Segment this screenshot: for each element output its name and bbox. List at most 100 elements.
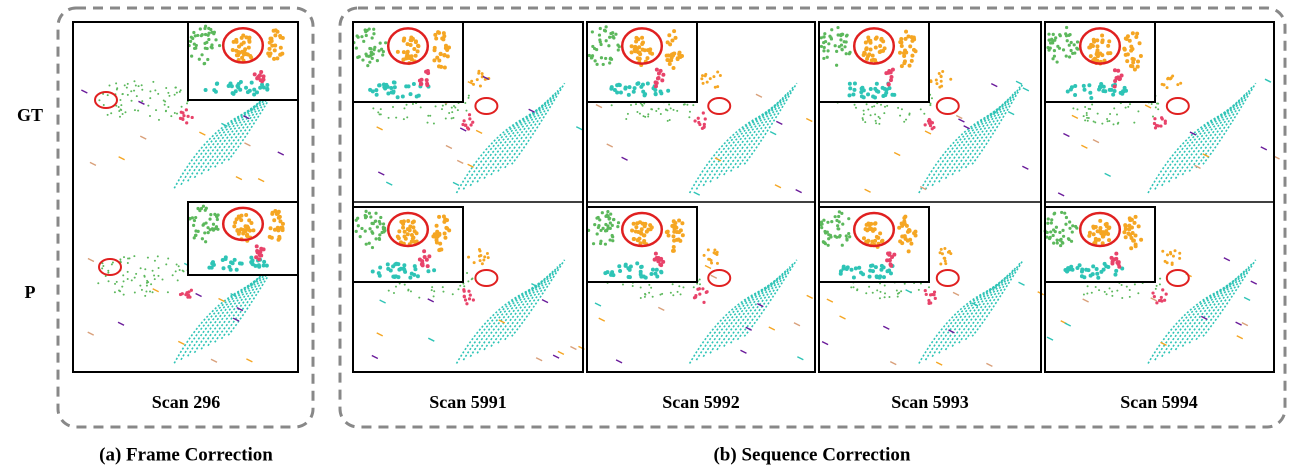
- scan-ring: [703, 280, 776, 357]
- point: [602, 63, 605, 66]
- point: [861, 272, 865, 276]
- point: [278, 219, 282, 223]
- scan-ring: [932, 280, 1003, 357]
- point: [1106, 51, 1110, 55]
- point: [647, 116, 649, 118]
- point: [600, 56, 603, 59]
- point: [1070, 41, 1073, 44]
- point: [190, 55, 193, 58]
- point: [468, 117, 471, 120]
- point: [279, 46, 283, 50]
- point: [1126, 52, 1130, 56]
- point: [943, 257, 946, 260]
- scan-ring: [959, 90, 1017, 171]
- point-line: [599, 318, 605, 321]
- point: [439, 65, 443, 69]
- point: [612, 218, 615, 221]
- point: [1069, 49, 1072, 52]
- point: [846, 265, 850, 269]
- point: [874, 265, 878, 269]
- point: [882, 275, 886, 279]
- point: [176, 92, 178, 94]
- point: [837, 215, 840, 218]
- point: [852, 88, 856, 92]
- point: [826, 221, 829, 224]
- point: [1091, 225, 1095, 229]
- point: [1088, 91, 1092, 95]
- point: [371, 270, 375, 274]
- point: [840, 48, 843, 51]
- point: [123, 256, 125, 258]
- point: [247, 46, 251, 50]
- point: [1089, 54, 1093, 58]
- point: [868, 275, 872, 279]
- point: [708, 258, 711, 261]
- point: [1065, 26, 1068, 29]
- point: [629, 264, 633, 268]
- point: [1084, 119, 1086, 121]
- point: [1052, 33, 1055, 36]
- point: [875, 82, 879, 86]
- point: [1086, 293, 1088, 295]
- point-line: [953, 292, 959, 295]
- point: [355, 46, 358, 49]
- point: [598, 33, 601, 36]
- point: [624, 264, 628, 268]
- point: [853, 286, 855, 288]
- point: [1063, 212, 1066, 215]
- point-line: [827, 299, 833, 302]
- scan-ring: [512, 83, 565, 164]
- point: [388, 290, 390, 292]
- point: [147, 281, 149, 283]
- point: [873, 105, 875, 107]
- scan-ring: [1203, 83, 1256, 164]
- point: [627, 275, 631, 279]
- highlight-circle: [937, 98, 959, 114]
- point: [1050, 218, 1053, 221]
- point: [356, 56, 359, 59]
- point: [667, 58, 671, 62]
- point-line: [1224, 258, 1230, 261]
- point: [1134, 244, 1138, 248]
- point: [903, 121, 905, 123]
- point: [371, 89, 375, 93]
- point-line: [1242, 323, 1248, 326]
- point: [118, 106, 120, 108]
- point: [411, 237, 415, 241]
- point: [1153, 117, 1156, 120]
- point: [124, 84, 126, 86]
- point: [887, 269, 891, 273]
- point-line: [196, 294, 202, 297]
- point: [412, 273, 416, 277]
- point: [1091, 103, 1093, 105]
- point: [131, 279, 133, 281]
- point: [868, 269, 872, 273]
- point: [1098, 219, 1102, 223]
- point: [839, 272, 843, 276]
- point: [884, 292, 886, 294]
- point: [231, 261, 235, 265]
- point: [888, 258, 892, 262]
- point: [130, 90, 132, 92]
- point-line: [1105, 173, 1111, 176]
- point: [1097, 87, 1101, 91]
- point: [372, 28, 375, 31]
- scan-ring: [188, 103, 260, 182]
- point-line: [1244, 297, 1250, 300]
- point: [672, 29, 676, 33]
- point: [843, 45, 846, 48]
- point: [386, 262, 390, 266]
- point: [639, 85, 643, 89]
- point-line: [446, 146, 452, 149]
- point: [595, 63, 598, 66]
- point: [1091, 272, 1095, 276]
- point: [935, 78, 938, 81]
- point: [469, 123, 472, 126]
- point: [604, 57, 607, 60]
- point: [437, 215, 441, 219]
- point: [875, 274, 879, 278]
- point: [429, 115, 431, 117]
- point: [865, 57, 869, 61]
- point: [719, 74, 722, 77]
- point-line: [607, 144, 613, 147]
